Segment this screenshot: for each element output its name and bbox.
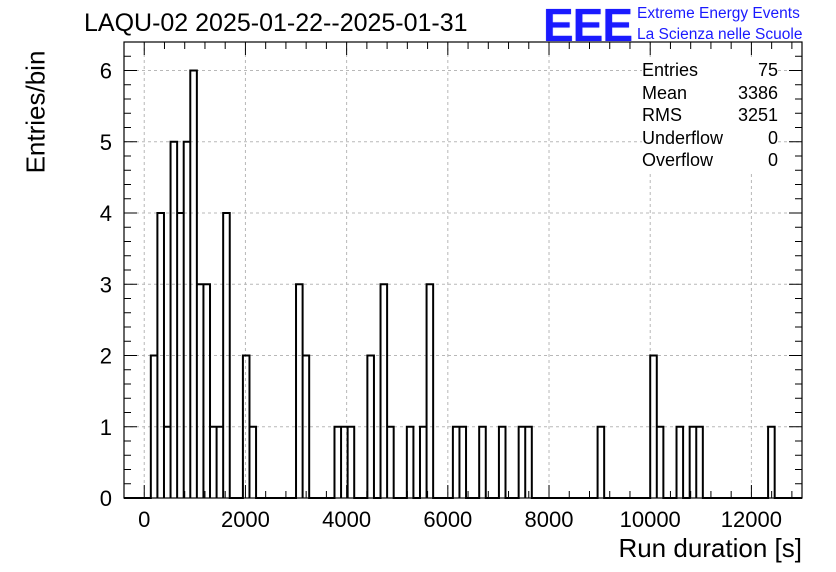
stat-label: Underflow xyxy=(642,127,724,148)
x-tick-label: 4000 xyxy=(322,507,371,532)
x-tick-label: 8000 xyxy=(525,507,574,532)
eee-logo-mark: EEE xyxy=(543,0,633,51)
stat-value: 0 xyxy=(767,127,778,148)
stat-label: Entries xyxy=(642,60,699,80)
y-tick-label: 2 xyxy=(100,344,112,369)
stat-row-entries: Entries 75 xyxy=(642,59,778,82)
x-axis-label: Run duration [s] xyxy=(618,533,802,563)
stat-value: 3251 xyxy=(737,105,778,125)
y-tick-label: 0 xyxy=(100,486,112,511)
stat-row-mean: Mean 3386 xyxy=(642,82,778,105)
stat-row-rms: RMS 3251 xyxy=(642,104,778,127)
y-tick-label: 3 xyxy=(100,272,112,297)
x-tick-label: 6000 xyxy=(423,507,472,532)
x-tick-label: 10000 xyxy=(620,507,681,532)
y-axis-ticks: 0 1 2 3 4 5 6 xyxy=(100,41,802,511)
stat-value: 75 xyxy=(757,60,778,80)
y-tick-label: 6 xyxy=(100,59,112,84)
y-tick-label: 5 xyxy=(100,130,112,155)
y-tick-label: 1 xyxy=(100,415,112,440)
eee-logo: EEE Extreme Energy Events La Scienza nel… xyxy=(543,0,833,51)
x-tick-label: 2000 xyxy=(221,507,270,532)
stat-row-overflow: Overflow 0 xyxy=(642,149,778,172)
stat-row-underflow: Underflow 0 xyxy=(642,127,778,150)
stat-label: Mean xyxy=(642,82,688,103)
logo-line-1: Extreme Energy Events xyxy=(637,5,800,22)
y-tick-label: 4 xyxy=(100,201,112,226)
stats-box: Entries 75 Mean 3386 RMS 3251 Underflow … xyxy=(642,59,778,172)
stat-label: RMS xyxy=(642,105,682,125)
stat-value: 3386 xyxy=(737,82,778,103)
x-tick-label: 12000 xyxy=(721,507,782,532)
stat-label: Overflow xyxy=(642,150,714,170)
y-axis-label: Entries/bin xyxy=(20,50,51,174)
x-axis-ticks: 0 2000 4000 6000 8000 10000 12000 xyxy=(123,42,793,532)
stat-value: 0 xyxy=(767,150,778,170)
chart-title: LAQU-02 2025-01-22--2025-01-31 xyxy=(84,9,468,37)
x-tick-label: 0 xyxy=(138,507,150,532)
logo-line-2: La Scienza nelle Scuole xyxy=(637,26,803,43)
